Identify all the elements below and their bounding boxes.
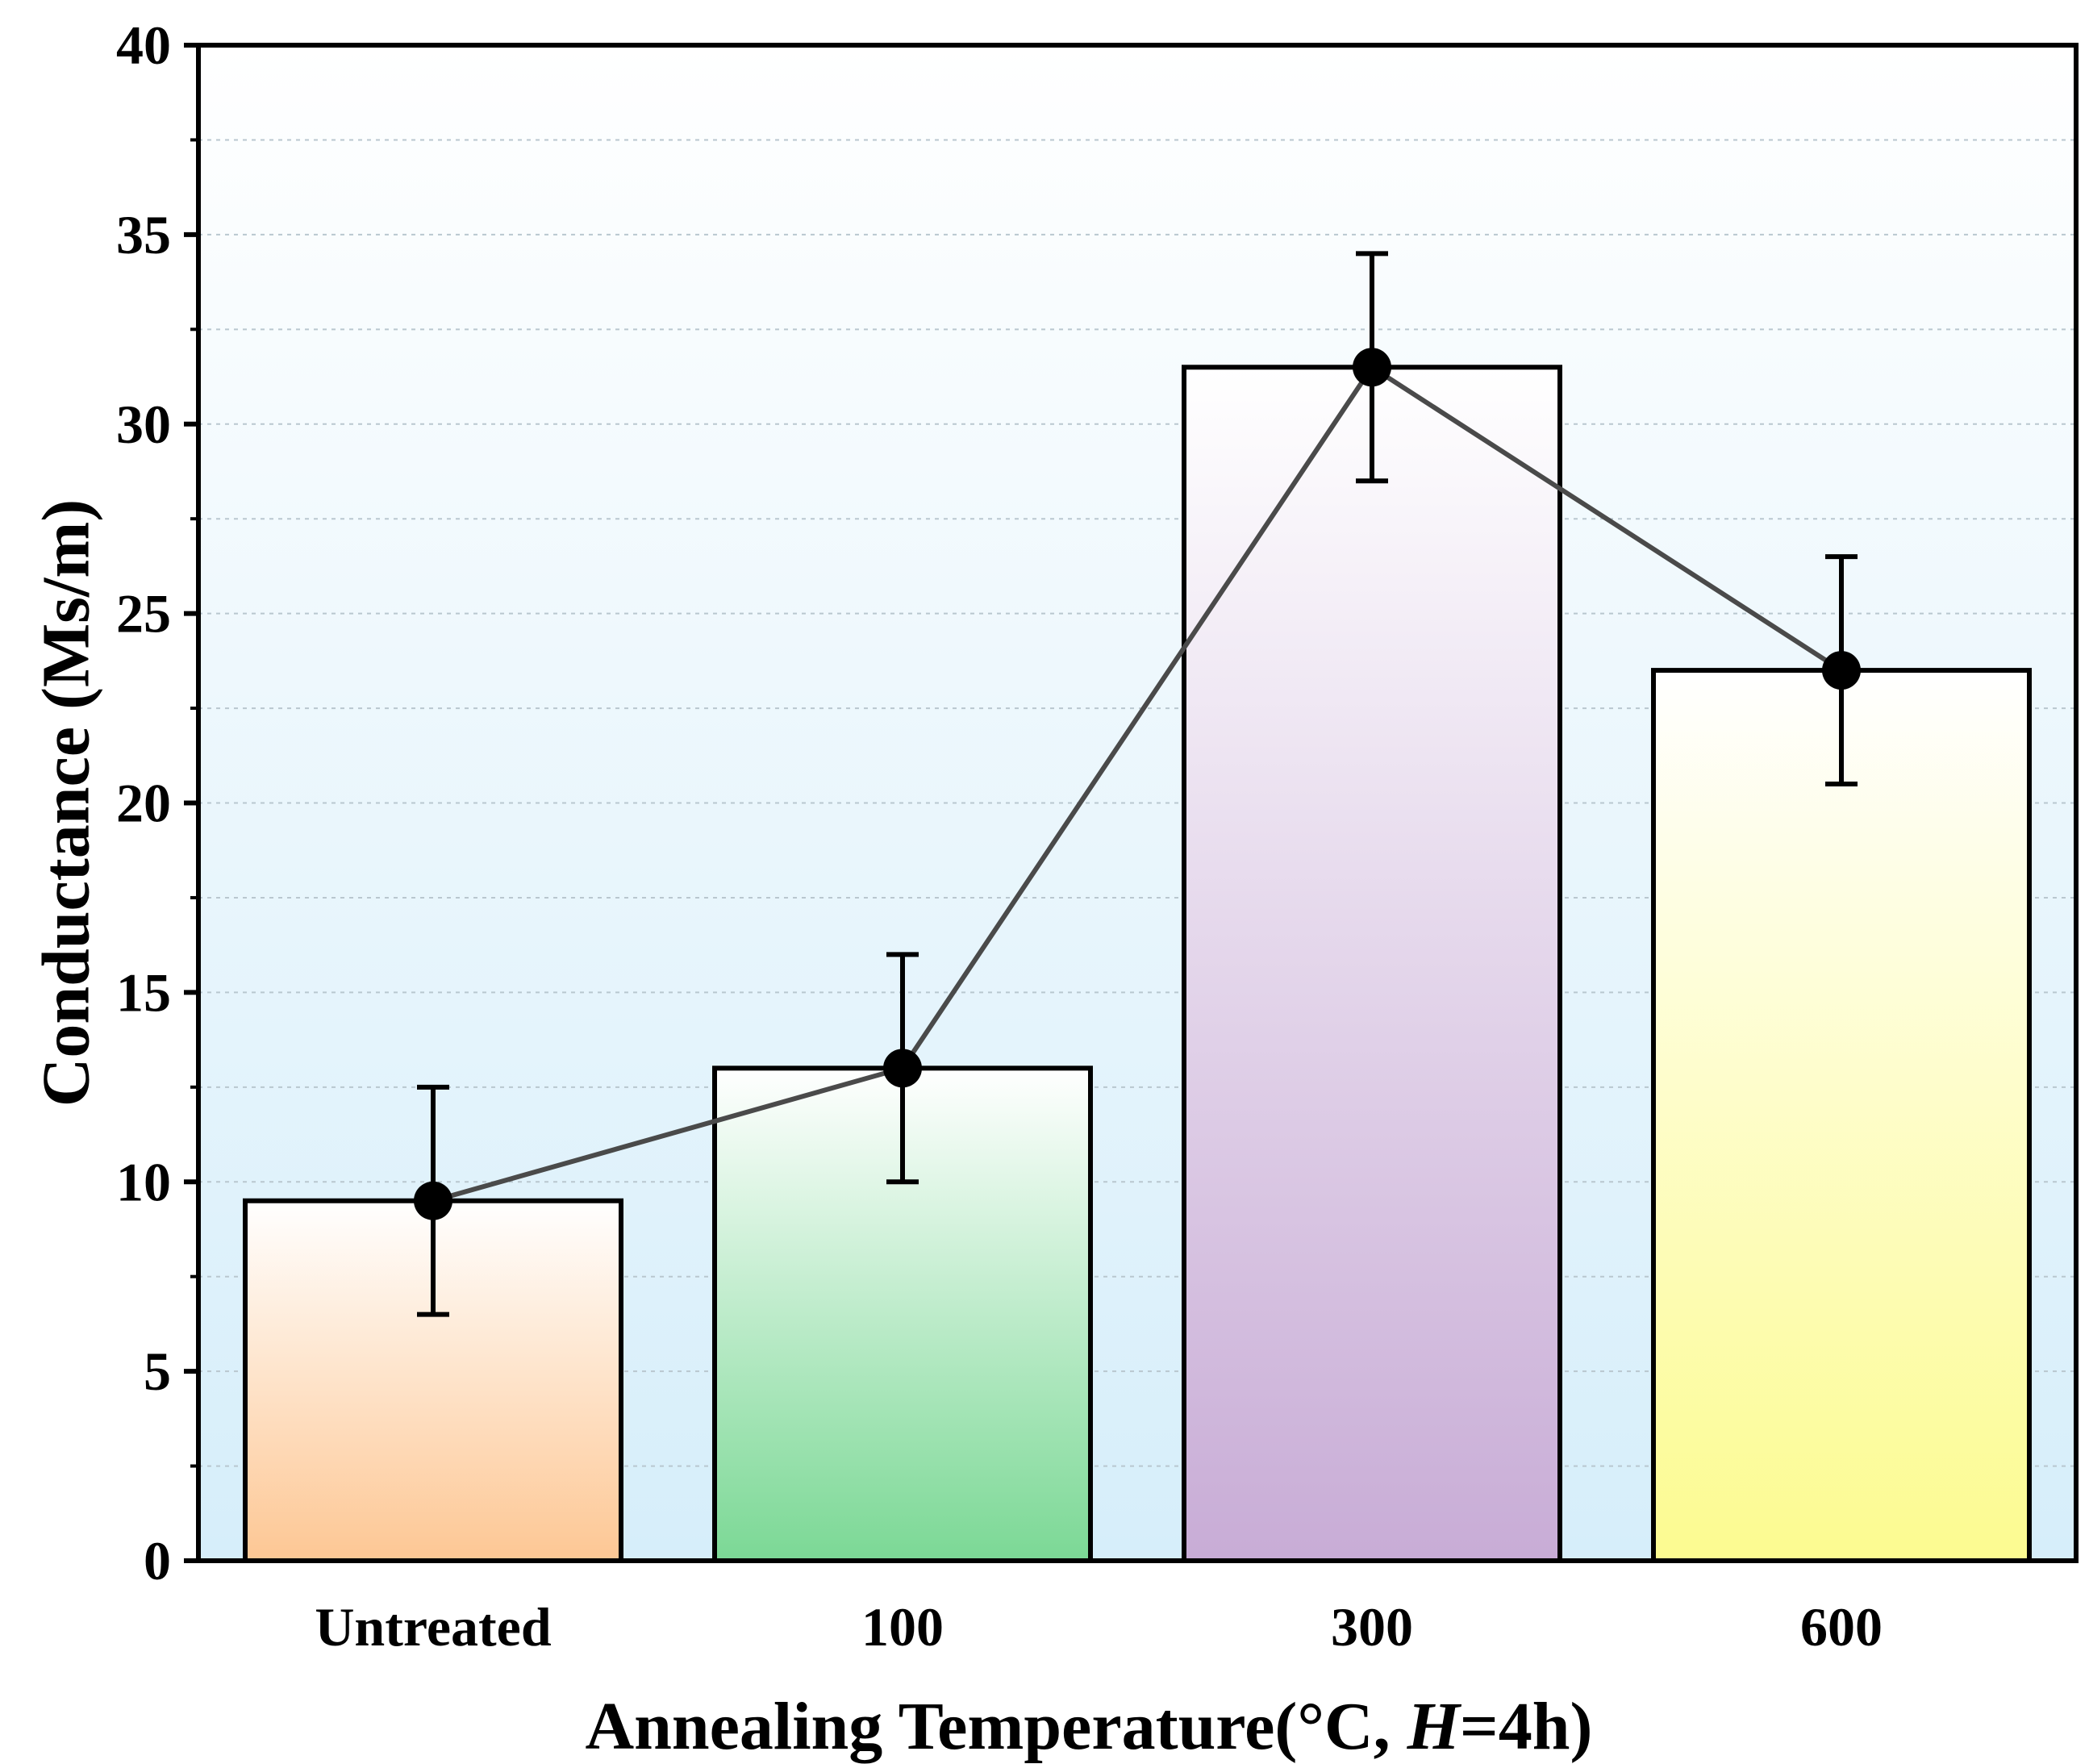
x-axis-title-italic: H — [1407, 1689, 1462, 1764]
trend-polyline — [432, 364, 1843, 1203]
y-tick-label: 5 — [144, 1341, 171, 1402]
x-axis: Untreated 100 300 600 — [315, 1596, 1883, 1658]
y-tick-label: 30 — [116, 394, 171, 455]
y-tick-label: 15 — [116, 961, 171, 1023]
y-tick-label: 0 — [144, 1530, 171, 1591]
markers — [414, 348, 1861, 1220]
data-point-marker — [414, 1181, 452, 1220]
data-point-marker — [883, 1049, 922, 1088]
bar-600 — [1651, 668, 2032, 1563]
y-axis-title: Conductance (Ms/m) — [29, 499, 104, 1107]
data-point-marker — [1353, 348, 1391, 387]
data-point-marker — [1822, 651, 1861, 690]
x-axis-title-main: Annealing Temperature(°C, — [586, 1689, 1407, 1764]
y-tick-label: 35 — [116, 204, 171, 265]
bar-300 — [1182, 365, 1562, 1564]
x-axis-title-tail: =4h) — [1460, 1689, 1593, 1764]
y-tick-label: 25 — [116, 583, 171, 644]
x-tick-label: 100 — [861, 1596, 944, 1658]
y-tick-label: 40 — [116, 15, 171, 76]
y-axis: 0 5 10 15 20 25 30 35 40 — [116, 15, 198, 1591]
x-axis-title: Annealing Temperature(°C, H=4h) — [586, 1689, 1593, 1764]
y-tick-label: 10 — [116, 1151, 171, 1212]
x-tick-label: 600 — [1800, 1596, 1883, 1658]
trend-line — [432, 364, 1843, 1203]
x-tick-label: Untreated — [315, 1596, 552, 1658]
y-tick-label: 20 — [116, 773, 171, 834]
x-tick-label: 300 — [1331, 1596, 1413, 1658]
bars — [243, 365, 2032, 1564]
